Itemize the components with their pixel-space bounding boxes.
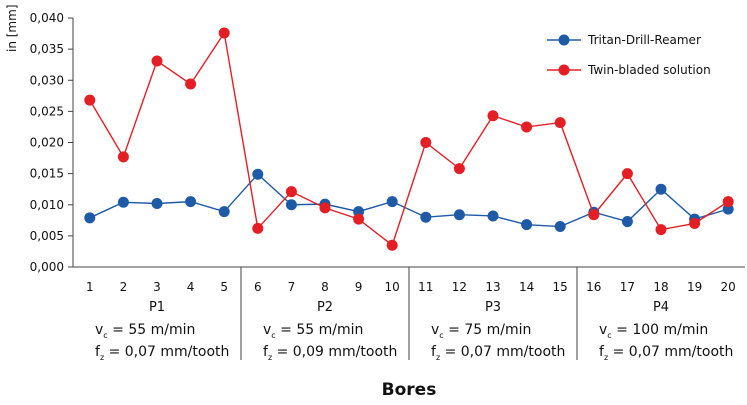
x-tick-label: 1 (86, 280, 94, 294)
x-tick-label: 16 (586, 280, 601, 294)
group-label: P4 (653, 300, 669, 315)
x-tick-label: 6 (254, 280, 262, 294)
x-tick-label: 8 (321, 280, 329, 294)
series-line (89, 173, 729, 228)
series-1 (84, 27, 734, 251)
data-point (84, 212, 96, 224)
group-feed: fz = 0,07 mm/tooth (95, 344, 229, 362)
x-tick-label: 19 (687, 280, 702, 294)
group-feed: fz = 0,07 mm/tooth (599, 344, 733, 362)
data-point (453, 209, 465, 221)
group-labels: P1 vc = 55 m/min fz = 0,07 mm/tooth P2 vc = … (95, 267, 733, 362)
y-tick-label: 0,010 (30, 198, 64, 212)
data-point (218, 206, 230, 218)
data-point (521, 121, 533, 133)
data-point (621, 216, 633, 228)
data-point (117, 151, 129, 163)
data-point (252, 168, 264, 180)
series-0 (84, 168, 734, 233)
x-tick-label: 17 (620, 280, 635, 294)
legend-label: Tritan-Drill-Reamer (587, 33, 701, 47)
data-point (487, 210, 499, 222)
data-point (285, 199, 297, 211)
x-tick-label: 15 (553, 280, 568, 294)
data-point (487, 110, 499, 122)
data-point (554, 117, 566, 129)
y-tick-label: 0,030 (30, 73, 64, 87)
x-tick-label: 18 (653, 280, 668, 294)
data-point (554, 221, 566, 233)
series-line (89, 31, 729, 247)
x-tick-label: 7 (288, 280, 296, 294)
data-point (722, 196, 734, 208)
data-point (218, 27, 230, 39)
data-point (151, 55, 163, 67)
x-categories: 1 2 3 4 5 6 7 8 9 10 11 12 13 14 15 16 17 18 19 20 (86, 280, 736, 294)
data-point (353, 213, 365, 225)
x-tick-label: 2 (120, 280, 128, 294)
x-axis-label: Bores (382, 380, 437, 400)
data-point (285, 186, 297, 198)
data-point (453, 163, 465, 175)
x-tick-label: 5 (220, 280, 228, 294)
group-feed: fz = 0,09 mm/tooth (263, 344, 397, 362)
data-point (319, 202, 331, 214)
y-ticks: 0,000 0,005 0,010 0,015 0,020 0,025 0,030 0,035… (30, 11, 73, 274)
data-point (386, 239, 398, 251)
group-cutting-speed: vc = 75 m/min (431, 322, 531, 340)
group-label: P2 (317, 300, 333, 315)
legend-marker (558, 64, 570, 76)
x-tick-label: 14 (519, 280, 534, 294)
data-point (588, 209, 600, 221)
y-tick-label: 0,025 (30, 104, 64, 118)
data-point (252, 222, 264, 234)
data-point (689, 217, 701, 229)
y-tick-label: 0,035 (30, 42, 64, 56)
group-label: P3 (485, 300, 501, 315)
y-tick-label: 0,020 (30, 136, 64, 150)
group-cutting-speed: vc = 55 m/min (95, 322, 195, 340)
x-tick-label: 3 (153, 280, 161, 294)
legend-marker (558, 34, 570, 46)
data-point (521, 219, 533, 231)
group-cutting-speed: vc = 100 m/min (599, 322, 708, 340)
data-point (655, 224, 667, 236)
y-tick-label: 0,015 (30, 167, 64, 181)
x-tick-label: 20 (721, 280, 736, 294)
data-point (655, 183, 667, 195)
x-tick-label: 4 (187, 280, 195, 294)
axes (72, 18, 745, 268)
data-point (386, 196, 398, 208)
series (84, 27, 734, 251)
data-point (151, 198, 163, 210)
x-tick-label: 12 (452, 280, 467, 294)
x-tick-label: 11 (418, 280, 433, 294)
y-tick-label: 0,005 (30, 229, 64, 243)
data-point (420, 211, 432, 223)
group-feed: fz = 0,07 mm/tooth (431, 344, 565, 362)
x-tick-label: 13 (485, 280, 500, 294)
data-point (185, 78, 197, 90)
y-tick-label: 0,000 (30, 260, 64, 274)
group-label: P1 (149, 300, 165, 315)
group-cutting-speed: vc = 55 m/min (263, 322, 363, 340)
data-point (621, 168, 633, 180)
x-tick-label: 10 (385, 280, 400, 294)
data-point (420, 137, 432, 148)
legend: Tritan-Drill-Reamer Twin-bladed solution (547, 33, 711, 77)
y-axis-label: in [mm] (5, 5, 19, 53)
x-tick-label: 9 (355, 280, 363, 294)
data-point (84, 94, 96, 106)
legend-label: Twin-bladed solution (587, 63, 711, 77)
data-point (117, 196, 129, 208)
data-point (185, 196, 197, 208)
y-tick-label: 0,040 (30, 11, 64, 25)
